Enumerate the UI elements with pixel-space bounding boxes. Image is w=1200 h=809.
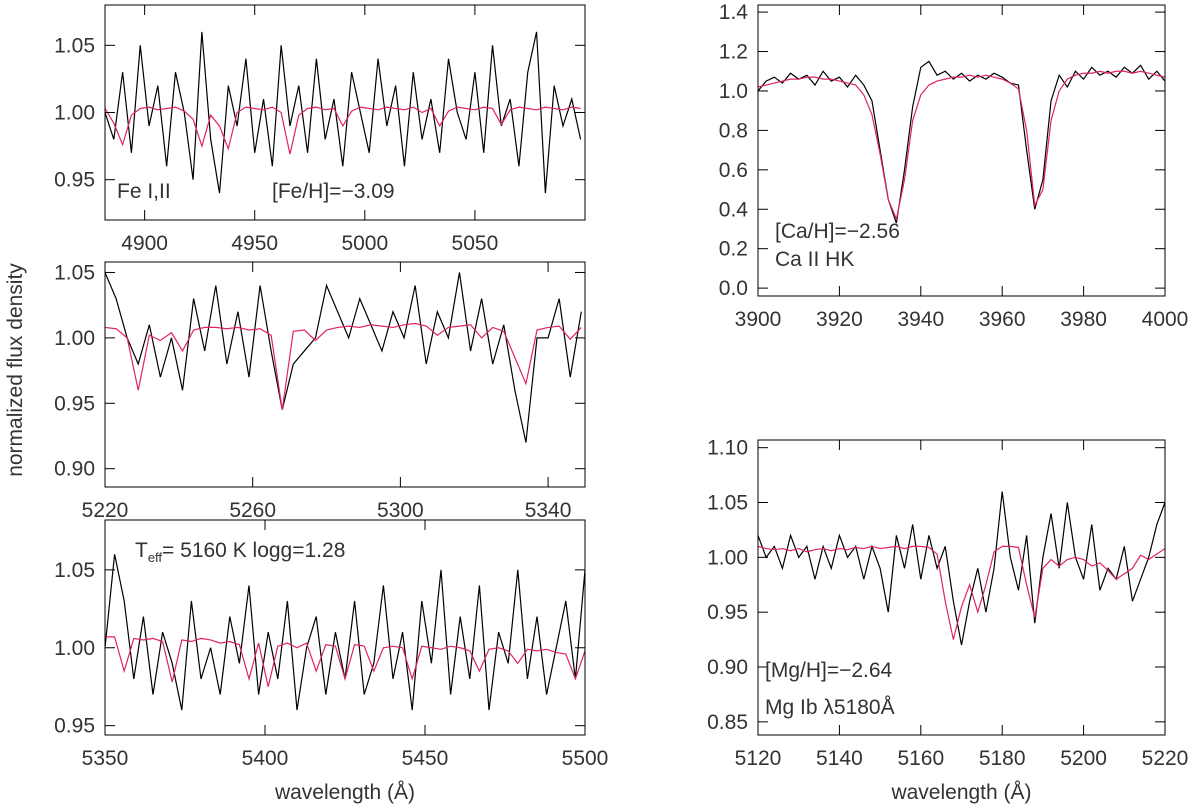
annotation: Fe I,II	[117, 180, 171, 203]
annotation-part: eff	[148, 550, 163, 565]
spectrum-line	[105, 554, 585, 711]
y-tick-label: 1.05	[54, 34, 95, 57]
annotation-part: T	[135, 539, 148, 562]
x-tick-label: 5180	[979, 747, 1026, 770]
y-tick-label: 0.2	[719, 238, 748, 261]
y-tick-label: 1.00	[707, 546, 748, 569]
x-tick-label: 5450	[402, 747, 449, 770]
x-tick-label: 5050	[452, 232, 499, 255]
y-axis-label: normalized flux density	[4, 263, 27, 477]
y-tick-label: 1.05	[707, 492, 748, 515]
spectrum-line	[758, 60, 1165, 224]
y-tick-label: 1.00	[54, 327, 95, 350]
y-tick-label: 0.95	[54, 715, 95, 738]
y-tick-label: 0.95	[54, 392, 95, 415]
y-tick-label: 0.85	[707, 711, 748, 734]
y-tick-label: 0.4	[719, 198, 749, 221]
x-tick-label: 5120	[735, 747, 782, 770]
x-axis-label: wavelength (Å)	[890, 781, 1031, 804]
y-tick-label: 1.05	[54, 559, 95, 582]
y-tick-label: 1.2	[719, 41, 748, 64]
x-tick-label: 5200	[1060, 747, 1107, 770]
y-tick-label: 0.6	[719, 159, 748, 182]
x-tick-label: 3920	[816, 308, 863, 331]
x-tick-label: 5160	[897, 747, 944, 770]
y-tick-label: 0.95	[54, 169, 95, 192]
annotation: [Ca/H]=−2.56	[775, 220, 900, 243]
y-tick-label: 0.95	[707, 601, 748, 624]
y-tick-label: 0.90	[54, 458, 95, 481]
spectrum-line	[105, 272, 582, 443]
x-tick-label: 3940	[897, 308, 944, 331]
y-tick-label: 0.8	[719, 119, 748, 142]
x-tick-label: 5220	[82, 499, 129, 522]
x-tick-label: 4000	[1142, 308, 1189, 331]
x-tick-label: 5500	[562, 747, 609, 770]
x-tick-label: 4900	[121, 232, 168, 255]
y-tick-label: 1.00	[54, 637, 95, 660]
x-tick-label: 3980	[1060, 308, 1107, 331]
annotation: [Mg/H]=−2.64	[765, 659, 893, 682]
annotation: Mg Ib λ5180Å	[765, 696, 895, 719]
y-tick-label: 0.0	[719, 277, 748, 300]
x-tick-label: 5140	[816, 747, 863, 770]
spectrum-line	[758, 545, 1165, 640]
x-tick-label: 3960	[979, 308, 1026, 331]
y-tick-label: 1.0	[719, 80, 748, 103]
x-tick-label: 5350	[82, 747, 129, 770]
plot-frame	[757, 4, 1166, 297]
annotation: [Fe/H]=−3.09	[272, 180, 395, 203]
spectrum-line	[105, 322, 582, 410]
annotation: Teff= 5160 K logg=1.28	[135, 539, 345, 565]
spectrum-line	[105, 106, 581, 155]
plot-frame	[104, 519, 586, 736]
x-tick-label: 4950	[231, 232, 278, 255]
y-tick-label: 1.00	[54, 102, 95, 125]
x-tick-label: 5260	[229, 499, 276, 522]
plot-frame	[757, 439, 1166, 736]
x-tick-label: 3900	[735, 308, 782, 331]
spectrum-line	[105, 31, 582, 194]
y-tick-label: 0.90	[707, 656, 748, 679]
annotation: Ca II HK	[775, 248, 854, 271]
spectrum-line	[105, 636, 585, 687]
y-tick-label: 1.10	[707, 437, 748, 460]
y-tick-label: 1.05	[54, 261, 95, 284]
x-tick-label: 5300	[377, 499, 424, 522]
y-tick-label: 1.4	[719, 1, 749, 24]
x-axis-label: wavelength (Å)	[274, 781, 415, 804]
x-tick-label: 5340	[525, 499, 572, 522]
spectrum-line	[758, 491, 1165, 646]
x-tick-label: 5400	[242, 747, 289, 770]
plot-frame	[104, 261, 586, 488]
annotation-part: = 5160 K logg=1.28	[162, 539, 345, 562]
x-tick-label: 5000	[341, 232, 388, 255]
spectrum-line	[758, 70, 1165, 222]
x-tick-label: 5220	[1142, 747, 1189, 770]
